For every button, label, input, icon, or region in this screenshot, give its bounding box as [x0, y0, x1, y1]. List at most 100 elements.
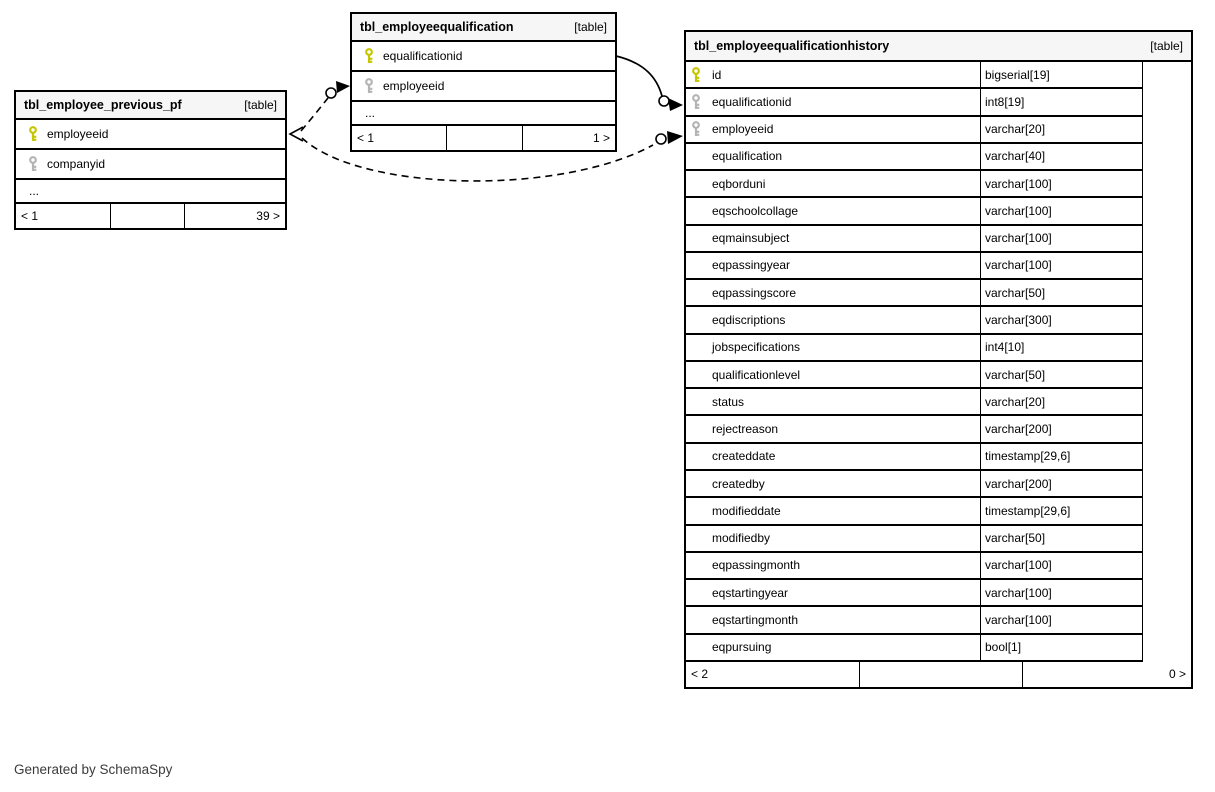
column-name: equalificationid [383, 49, 463, 63]
column-type: varchar[200] [980, 470, 1143, 499]
column-row: employeeid varchar[20] [686, 116, 1191, 144]
column-name: employeeid [712, 122, 774, 137]
column-name: eqstartingmonth [712, 612, 799, 627]
column-row: eqpassingmonth varchar[100] [686, 552, 1191, 581]
column-name-cell: eqpassingscore [686, 280, 980, 308]
row-spacer [1143, 389, 1191, 416]
row-spacer [1143, 171, 1191, 198]
column-name-cell: eqdiscriptions [686, 307, 980, 335]
column-name: companyid [47, 157, 106, 171]
column-type: varchar[100] [980, 607, 1143, 635]
row-spacer [1143, 553, 1191, 580]
column-row: employeeid [16, 120, 285, 150]
column-name-cell: eqstartingmonth [686, 607, 980, 635]
column-type: varchar[50] [980, 525, 1143, 553]
primary-key-icon [364, 48, 383, 64]
column-name-cell: eqpassingmonth [686, 553, 980, 581]
column-name: status [712, 394, 745, 409]
column-row: eqpursuing bool[1] [686, 634, 1191, 662]
column-type: timestamp[29,6] [980, 498, 1143, 526]
row-spacer [1143, 62, 1191, 89]
table-header-qualification[interactable]: tbl_employeequalification [table] [352, 14, 615, 42]
column-row: jobspecifications int4[10] [686, 334, 1191, 362]
column-type: varchar[50] [980, 361, 1143, 390]
table-qualification-history: tbl_employeequalificationhistory [table]… [684, 30, 1193, 689]
column-name: employeeid [47, 127, 109, 141]
table-header-previous-pf[interactable]: tbl_employee_previous_pf [table] [16, 92, 285, 120]
column-row: modifiedby varchar[50] [686, 525, 1191, 553]
foreign-key-icon [691, 93, 708, 110]
row-spacer [1143, 471, 1191, 498]
row-spacer [1143, 226, 1191, 253]
table-type-badge: [table] [1150, 39, 1183, 53]
row-spacer [1143, 307, 1191, 334]
column-rows: employeeid companyid... [16, 120, 285, 204]
footer-middle-cell [860, 661, 1023, 687]
column-name-cell: eqpassingyear [686, 253, 980, 281]
table-footer: < 2 0 > [686, 661, 1191, 687]
column-row: id bigserial[19] [686, 62, 1191, 90]
footer-middle-cell [447, 126, 523, 150]
column-name-cell: employeeid [686, 117, 980, 144]
table-footer: < 1 1 > [352, 126, 615, 150]
footer-children-count: 39 > [256, 209, 280, 223]
footer-parents-count: < 1 [16, 204, 111, 228]
footer-parents-count: < 2 [686, 661, 860, 687]
column-type: varchar[20] [980, 116, 1143, 144]
column-name-cell: equalification [686, 144, 980, 172]
foreign-key-icon [691, 121, 708, 137]
circle-end-icon [658, 95, 670, 107]
column-rows: equalificationid employeeid... [352, 42, 615, 126]
column-name-cell: eqpursuing [686, 635, 980, 662]
row-spacer [1143, 444, 1191, 471]
table-title: tbl_employeequalificationhistory [694, 39, 890, 53]
column-name: createdby [712, 476, 765, 491]
footer-parents-count: < 1 [352, 126, 447, 150]
column-type: varchar[100] [980, 198, 1143, 226]
column-type: varchar[20] [980, 389, 1143, 417]
column-row: eqpassingscore varchar[50] [686, 280, 1191, 308]
column-type: varchar[300] [980, 307, 1143, 335]
column-type: varchar[100] [980, 580, 1143, 608]
column-row: equalificationid [352, 42, 615, 72]
column-row: eqschoolcollage varchar[100] [686, 198, 1191, 226]
row-spacer [1143, 526, 1191, 553]
arrowhead-icon [667, 131, 683, 144]
row-spacer [1143, 117, 1191, 144]
table-footer: < 1 39 > [16, 204, 285, 228]
primary-key-icon [28, 126, 47, 142]
row-spacer [1143, 89, 1191, 116]
row-spacer [1143, 416, 1191, 443]
column-type: varchar[100] [980, 171, 1143, 199]
column-name-cell: eqmainsubject [686, 226, 980, 253]
column-name: id [712, 67, 722, 82]
column-name: jobspecifications [712, 340, 801, 355]
column-type: varchar[200] [980, 416, 1143, 444]
column-row: eqdiscriptions varchar[300] [686, 307, 1191, 335]
column-row: equalification varchar[40] [686, 143, 1191, 172]
column-row: modifieddate timestamp[29,6] [686, 498, 1191, 526]
footer-children-count: 1 > [592, 131, 610, 145]
column-name-cell: eqschoolcollage [686, 198, 980, 226]
collapsed-columns-row: ... [16, 180, 285, 204]
column-name-cell: rejectreason [686, 416, 980, 444]
column-type: varchar[40] [980, 143, 1143, 172]
column-row: eqpassingyear varchar[100] [686, 252, 1191, 281]
table-previous-pf: tbl_employee_previous_pf [table] employe… [14, 90, 287, 230]
column-name: eqpassingyear [712, 258, 791, 273]
column-type: bigserial[19] [980, 62, 1143, 90]
table-header-qualification-history[interactable]: tbl_employeequalificationhistory [table] [686, 32, 1191, 62]
column-name-cell: createdby [686, 471, 980, 499]
row-spacer [1143, 280, 1191, 307]
column-name: eqpursuing [712, 640, 772, 655]
crow-end-icon [288, 126, 304, 142]
column-name: modifieddate [712, 503, 781, 518]
ellipsis-label: ... [29, 184, 40, 198]
column-name-cell: modifieddate [686, 498, 980, 526]
arrowhead-icon [336, 81, 350, 93]
column-row: eqborduni varchar[100] [686, 171, 1191, 199]
column-name: eqmainsubject [712, 231, 790, 246]
table-title: tbl_employeequalification [360, 20, 514, 34]
column-row: createdby varchar[200] [686, 470, 1191, 499]
column-name: eqdiscriptions [712, 313, 786, 328]
